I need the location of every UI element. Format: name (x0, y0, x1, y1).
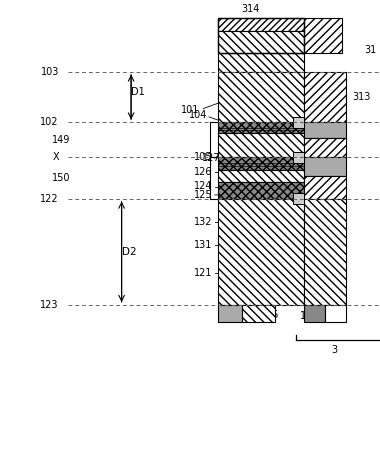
Text: 145: 145 (323, 310, 341, 320)
Text: 103: 103 (41, 67, 59, 77)
Bar (218, 133, 304, 157)
Text: X: X (52, 152, 59, 162)
Text: 121: 121 (194, 267, 213, 278)
Text: 105: 105 (194, 152, 213, 162)
Bar (304, 122, 346, 138)
Bar (218, 53, 304, 72)
Bar (218, 18, 304, 30)
Bar (304, 72, 346, 122)
Text: 127: 127 (202, 153, 220, 163)
Text: 101: 101 (181, 105, 200, 115)
Bar (304, 305, 325, 322)
Text: 148: 148 (300, 311, 318, 322)
Text: 132: 132 (194, 217, 213, 227)
Text: 314: 314 (242, 4, 260, 14)
Text: 3: 3 (331, 345, 337, 355)
Bar (218, 182, 304, 199)
Bar (218, 122, 304, 133)
Bar (293, 117, 304, 128)
Bar (304, 157, 346, 176)
Text: 150: 150 (52, 173, 70, 183)
Bar (218, 18, 304, 53)
Bar (304, 176, 346, 199)
Bar (304, 18, 342, 53)
Bar (242, 305, 275, 322)
Text: D2: D2 (122, 247, 136, 257)
Bar (218, 199, 304, 305)
Bar (304, 199, 346, 305)
Text: 124: 124 (194, 181, 213, 191)
Text: 149: 149 (52, 135, 70, 145)
Text: 126: 126 (194, 167, 213, 177)
Text: 130: 130 (221, 310, 240, 320)
Text: 125: 125 (194, 189, 213, 200)
Bar (218, 170, 304, 182)
Text: 315: 315 (261, 310, 279, 320)
Bar (218, 157, 304, 170)
Bar (325, 305, 346, 322)
Text: 131: 131 (195, 240, 213, 250)
Text: 313: 313 (352, 92, 370, 102)
Text: D1: D1 (131, 87, 145, 97)
Text: 31: 31 (364, 45, 376, 55)
Bar (304, 138, 346, 157)
Text: 102: 102 (40, 117, 59, 128)
Bar (293, 193, 304, 204)
Bar (218, 305, 242, 322)
Text: 104: 104 (189, 110, 207, 120)
Bar (218, 30, 304, 53)
Bar (293, 152, 304, 163)
Text: 123: 123 (40, 300, 59, 310)
Bar (218, 72, 304, 122)
Text: 122: 122 (40, 194, 59, 204)
